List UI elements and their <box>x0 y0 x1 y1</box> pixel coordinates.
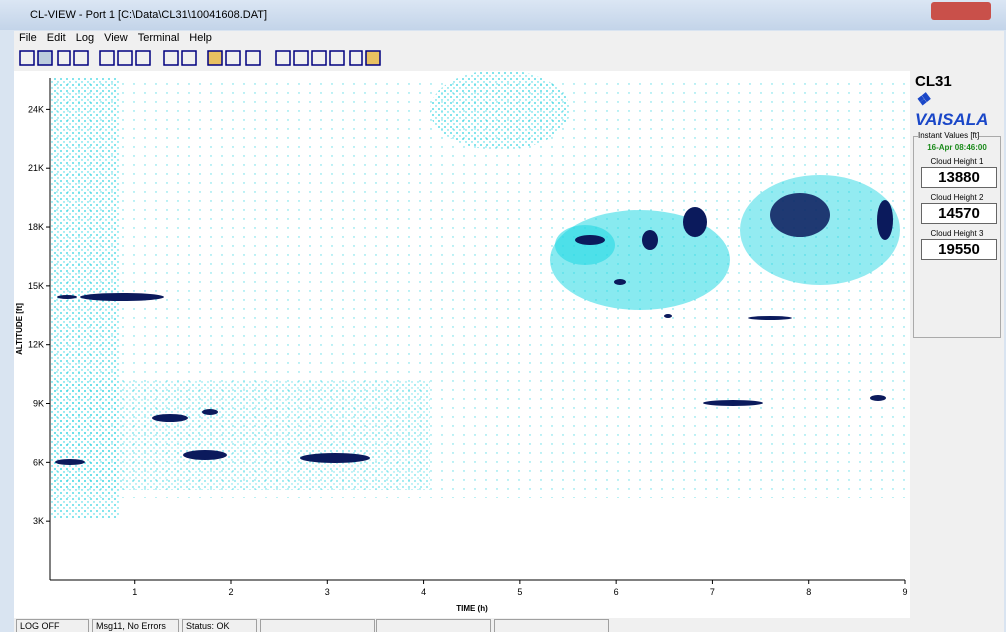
model-label: CL31 <box>915 73 952 90</box>
y-tick-label: 3K <box>33 516 44 526</box>
x-tick-label: 5 <box>517 587 522 597</box>
brand: ❖ VAISALA <box>915 90 989 129</box>
menu-item[interactable]: Terminal <box>137 32 180 44</box>
x-tick-label: 7 <box>710 587 715 597</box>
x-tick-label: 3 <box>325 587 330 597</box>
toolbar-icons <box>19 50 381 66</box>
menu-item[interactable]: Edit <box>46 32 66 44</box>
x-tick-label: 1 <box>132 587 137 597</box>
height-label: Cloud Height 2 <box>930 193 984 202</box>
window-title: CL-VIEW - Port 1 [C:\Data\CL31\10041608.… <box>30 9 268 21</box>
menu-item[interactable]: View <box>104 32 128 44</box>
status-field: Msg11, No Errors <box>92 619 179 632</box>
height-value: 14570 <box>921 203 997 224</box>
height-value: 19550 <box>921 239 997 260</box>
title-bar: CL-VIEW - Port 1 [C:\Data\CL31\10041608.… <box>0 0 1006 30</box>
y-tick-label: 15K <box>28 281 44 291</box>
timestamp: 16-Apr 08:46:00 <box>927 143 987 152</box>
x-tick-label: 6 <box>614 587 619 597</box>
y-tick-label: 9K <box>33 399 44 409</box>
y-tick-label: 12K <box>28 340 44 350</box>
menu-item[interactable]: Help <box>189 32 212 44</box>
y-tick-label: 18K <box>28 222 44 232</box>
x-axis-label: TIME (h) <box>456 604 488 613</box>
status-field-empty <box>260 619 375 632</box>
y-tick-label: 24K <box>28 104 44 114</box>
x-tick-label: 4 <box>421 587 426 597</box>
group-title: Instant Values [ft] <box>918 131 980 140</box>
y-tick-label: 21K <box>28 163 44 173</box>
y-axis-label: ALTITUDE [ft] <box>15 303 24 355</box>
x-tick-label: 2 <box>229 587 234 597</box>
plot-panel: 3K 6K 9K 12K 15K 18K 21K 24K 1 2 3 4 5 6 7 8 9 TIME (h) AL… <box>14 71 1004 618</box>
height-label: Cloud Height 1 <box>930 157 984 166</box>
menu-item[interactable]: File <box>19 32 37 44</box>
menu-bar: File Edit Log View Terminal Help <box>14 31 1004 46</box>
instant-values-group: Instant Values [ft] 16-Apr 08:46:00 Clou… <box>913 131 1001 338</box>
status-field: Status: OK <box>182 619 257 632</box>
menu-item[interactable]: Log <box>75 32 95 44</box>
status-field-empty <box>376 619 491 632</box>
side-panel: CL31 ❖ VAISALA Instant Values [ft] 16-Ap… <box>910 71 1004 618</box>
x-tick-label: 9 <box>902 587 907 597</box>
backscatter-plot: 3K 6K 9K 12K 15K 18K 21K 24K 1 2 3 4 5 6 7 8 9 TIME (h) AL… <box>15 71 908 613</box>
status-field-empty <box>494 619 609 632</box>
x-tick-label: 8 <box>806 587 811 597</box>
status-bar: LOG OFF Msg11, No Errors Status: OK <box>14 618 1004 632</box>
height-label: Cloud Height 3 <box>930 229 984 238</box>
toolbar <box>14 46 1004 71</box>
window-buttons[interactable] <box>931 2 991 20</box>
status-field: LOG OFF <box>16 619 89 632</box>
height-value: 13880 <box>921 167 997 188</box>
backscatter-image <box>50 71 905 518</box>
y-tick-label: 6K <box>33 457 44 467</box>
